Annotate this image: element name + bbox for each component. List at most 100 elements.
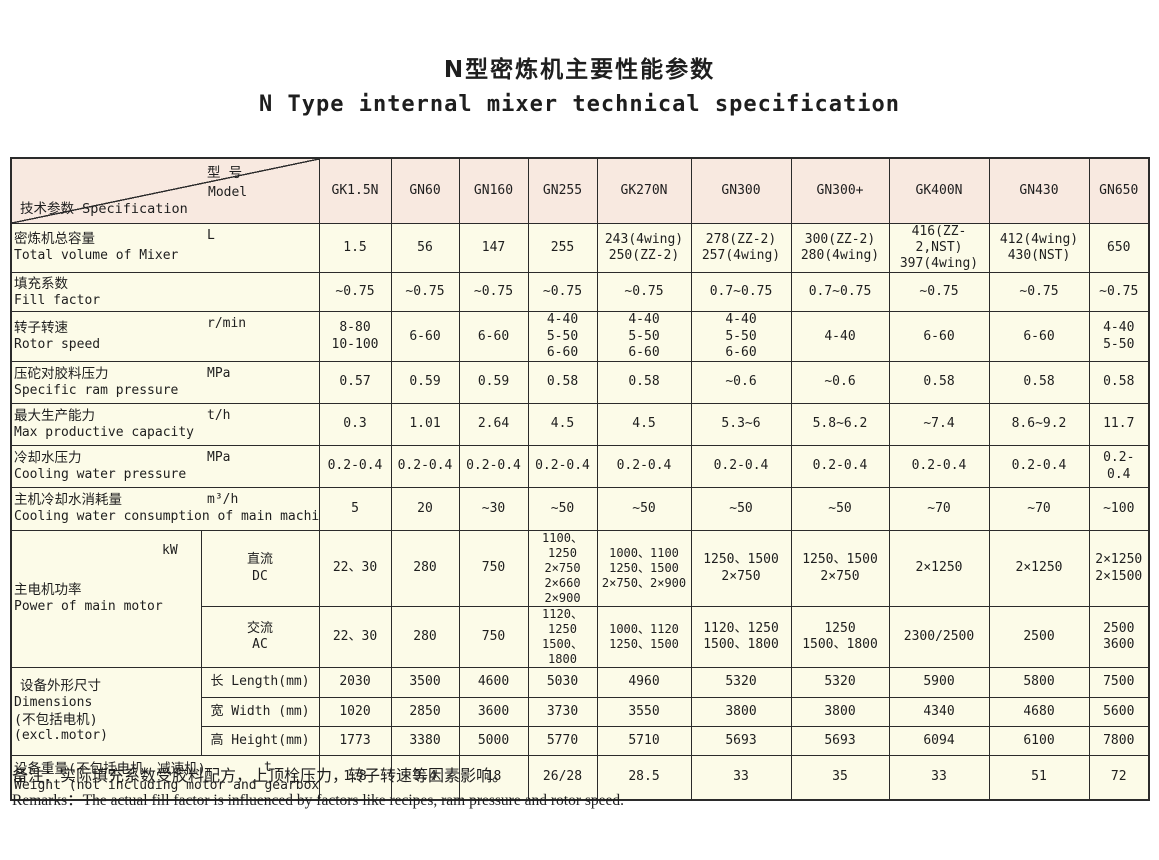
value-cell: 3730 — [527, 697, 598, 727]
value-cell: 5320 — [790, 667, 890, 698]
value-cell: 5.8~6.2 — [790, 403, 890, 446]
unit-label: L — [207, 227, 215, 243]
model-header: GK270N — [596, 157, 692, 224]
value-cell: 2×1250 — [988, 530, 1090, 607]
value-cell: ~0.75 — [1088, 272, 1150, 313]
value-cell: 1100、1250 2×750 2×660 2×900 — [527, 530, 598, 607]
corner-label-specification: 技术参数 Specification — [20, 200, 188, 217]
value-cell: 0.57 — [318, 361, 392, 404]
label-en: Power of main motor — [14, 599, 163, 615]
value-cell: 1773 — [318, 726, 392, 756]
value-cell: ~0.75 — [988, 272, 1090, 313]
value-cell: 8.6~9.2 — [988, 403, 1090, 446]
value-cell: 0.2-0.4 — [318, 445, 392, 488]
value-cell: ~70 — [988, 487, 1090, 531]
value-cell: 416(ZZ-2,NST) 397(4wing) — [888, 222, 990, 274]
value-cell: 1120、1250 1500、1800 — [527, 606, 598, 668]
value-cell: 7500 — [1088, 667, 1150, 698]
value-cell: 2500 — [988, 606, 1090, 668]
value-cell: 0.59 — [458, 361, 529, 404]
label-en: Fill factor — [14, 292, 101, 308]
value-cell: 11.7 — [1088, 403, 1150, 446]
value-cell: 300(ZZ-2) 280(4wing) — [790, 222, 890, 274]
row-rotor-speed: 转子转速 r/min Rotor speed 8-80 10-100 6-60 6… — [10, 311, 1150, 362]
value-cell: 5600 — [1088, 697, 1150, 727]
row-fill-factor: 填充系数 Fill factor ~0.75 ~0.75 ~0.75 ~0.75… — [10, 272, 1150, 313]
label-en: Cooling water pressure — [14, 466, 187, 482]
value-cell: ~50 — [596, 487, 692, 531]
row-label: 设备重量(不包括电机、减速机) t Weight (not including m… — [10, 755, 320, 800]
value-cell: 0.2-0.4 — [596, 445, 692, 488]
value-cell: ~0.6 — [790, 361, 890, 404]
row-dimension-length: 设备外形尺寸 Dimensions (不包括电机) (excl.motor) 长… — [10, 667, 1150, 756]
label-en: Max productive capacity — [14, 424, 195, 440]
value-cell: 4960 — [596, 667, 692, 698]
unit-label: t/h — [207, 408, 231, 423]
value-cell: 7800 — [1088, 726, 1150, 756]
model-header: GK1.5N — [318, 157, 392, 224]
model-header: GN430 — [988, 157, 1090, 224]
row-motor-power-dc: 主电机功率 kW Power of main motor 直流 DC 22、30 … — [10, 530, 1150, 668]
value-cell: 33 — [690, 755, 792, 800]
value-cell: 0.58 — [527, 361, 598, 404]
row-weight: 设备重量(不包括电机、减速机) t Weight (not including m… — [10, 755, 1150, 800]
value-cell: 4-40 5-50 6-60 — [596, 311, 692, 362]
value-cell: 750 — [458, 606, 529, 668]
value-cell: 0.58 — [596, 361, 692, 404]
value-cell: 255 — [527, 222, 598, 274]
value-cell: 0.2-0.4 — [690, 445, 792, 488]
dimensions-label: 设备外形尺寸 Dimensions (不包括电机) (excl.motor) — [10, 667, 202, 756]
model-header: GK400N — [888, 157, 990, 224]
value-cell: 3600 — [458, 697, 529, 727]
value-cell: 5320 — [690, 667, 792, 698]
row-ram-pressure: 压砣对胶料压力 MPa Specific ram pressure 0.57 0.… — [10, 361, 1150, 404]
value-cell: 4-40 5-50 — [1088, 311, 1150, 362]
value-cell: ~0.75 — [458, 272, 529, 313]
sub-label-width: 宽 Width (mm) — [200, 697, 320, 727]
value-cell: 412(4wing) 430(NST) — [988, 222, 1090, 274]
value-cell: 6-60 — [888, 311, 990, 362]
label-zh: 冷却水压力 — [14, 449, 82, 466]
value-cell: 2×1250 — [888, 530, 990, 607]
value-cell: 5710 — [596, 726, 692, 756]
value-cell: 3550 — [596, 697, 692, 727]
sub-label-en: AC — [252, 637, 268, 652]
value-cell: 4.5 — [527, 403, 598, 446]
model-header: GN300+ — [790, 157, 890, 224]
value-cell: 6-60 — [988, 311, 1090, 362]
model-header: GN650 — [1088, 157, 1150, 224]
row-label: 压砣对胶料压力 MPa Specific ram pressure — [10, 361, 320, 404]
value-cell: 3800 — [690, 697, 792, 727]
model-header: GN255 — [527, 157, 598, 224]
value-cell: 5000 — [458, 726, 529, 756]
label-en: Total volume of Mixer — [14, 248, 179, 264]
label-en: Dimensions — [14, 695, 93, 711]
value-cell: 2.64 — [458, 403, 529, 446]
model-header: GN60 — [390, 157, 460, 224]
value-cell: 2850 — [390, 697, 460, 727]
value-cell: ~0.75 — [527, 272, 598, 313]
value-cell: 3380 — [390, 726, 460, 756]
value-cell: 0.58 — [1088, 361, 1150, 404]
value-cell: 56 — [390, 222, 460, 274]
value-cell: 8-80 10-100 — [318, 311, 392, 362]
value-cell: 1000、1120 1250、1500 — [596, 606, 692, 668]
row-label: 主机冷却水消耗量 m³/h Cooling water consumption o… — [10, 487, 320, 531]
value-cell: 4-40 5-50 6-60 — [690, 311, 792, 362]
value-cell: 2300/2500 — [888, 606, 990, 668]
value-cell: ~0.75 — [390, 272, 460, 313]
row-label: 转子转速 r/min Rotor speed — [10, 311, 320, 362]
corner-label-model-en: Model — [208, 185, 248, 200]
unit-label: MPa — [207, 450, 231, 465]
remark-english: Remarks：The actual fill factor is influe… — [12, 792, 625, 809]
value-cell: 0.2-0.4 — [888, 445, 990, 488]
sub-label-zh: 交流 — [246, 620, 273, 636]
spec-table: 型 号 Model 技术参数 Specification GK1.5N GN60… — [10, 157, 1150, 801]
value-cell: 0.59 — [390, 361, 460, 404]
label-zh: 密炼机总容量 — [14, 231, 95, 248]
unit-label: t — [264, 760, 272, 775]
value-cell: 5900 — [888, 667, 990, 698]
label-en: Rotor speed — [14, 336, 101, 352]
value-cell: 9.4 — [390, 755, 460, 800]
label-zh: 设备外形尺寸 — [20, 678, 101, 695]
